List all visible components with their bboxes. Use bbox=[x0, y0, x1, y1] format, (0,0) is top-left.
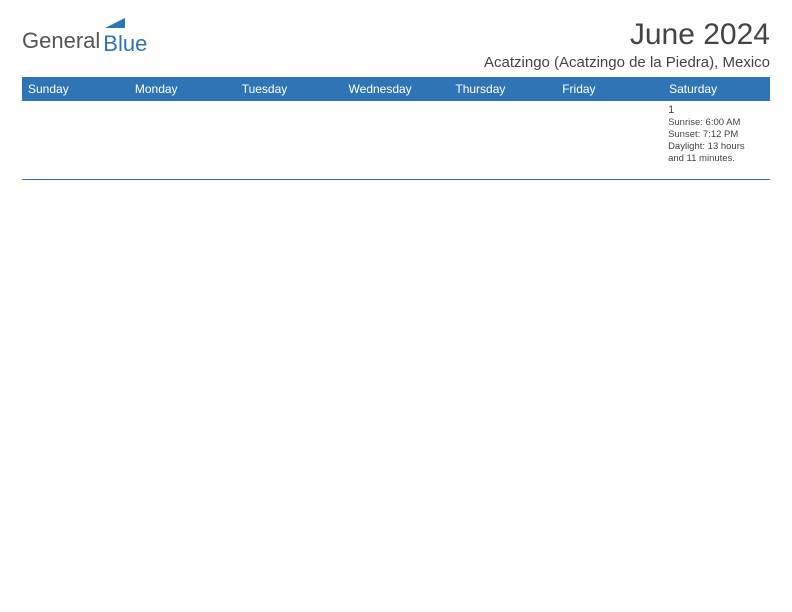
calendar-head: SundayMondayTuesdayWednesdayThursdayFrid… bbox=[22, 77, 770, 101]
logo: GeneralBlue bbox=[22, 24, 147, 57]
day-header: Monday bbox=[129, 77, 236, 101]
day-info: Sunrise: 6:00 AMSunset: 7:12 PMDaylight:… bbox=[668, 117, 765, 165]
logo-text-general: General bbox=[22, 28, 100, 54]
calendar-cell bbox=[449, 101, 556, 179]
calendar-body: 1Sunrise: 6:00 AMSunset: 7:12 PMDaylight… bbox=[22, 101, 770, 179]
month-title: June 2024 bbox=[484, 18, 770, 52]
calendar-cell bbox=[236, 101, 343, 179]
calendar-cell bbox=[22, 101, 129, 179]
calendar-cell: 1Sunrise: 6:00 AMSunset: 7:12 PMDaylight… bbox=[663, 101, 770, 179]
calendar-cell bbox=[343, 101, 450, 179]
location-subtitle: Acatzingo (Acatzingo de la Piedra), Mexi… bbox=[484, 54, 770, 71]
calendar-cell bbox=[129, 101, 236, 179]
calendar-table: SundayMondayTuesdayWednesdayThursdayFrid… bbox=[22, 77, 770, 180]
calendar-cell bbox=[556, 101, 663, 179]
day-header: Friday bbox=[556, 77, 663, 101]
logo-text-blue: Blue bbox=[103, 31, 147, 57]
day-header: Saturday bbox=[663, 77, 770, 101]
calendar-row: 1Sunrise: 6:00 AMSunset: 7:12 PMDaylight… bbox=[22, 101, 770, 179]
header: GeneralBlue June 2024 Acatzingo (Acatzin… bbox=[22, 18, 770, 71]
day-header: Thursday bbox=[449, 77, 556, 101]
day-number: 1 bbox=[668, 104, 765, 116]
day-header: Wednesday bbox=[343, 77, 450, 101]
title-block: June 2024 Acatzingo (Acatzingo de la Pie… bbox=[484, 18, 770, 71]
day-header: Sunday bbox=[22, 77, 129, 101]
day-header: Tuesday bbox=[236, 77, 343, 101]
